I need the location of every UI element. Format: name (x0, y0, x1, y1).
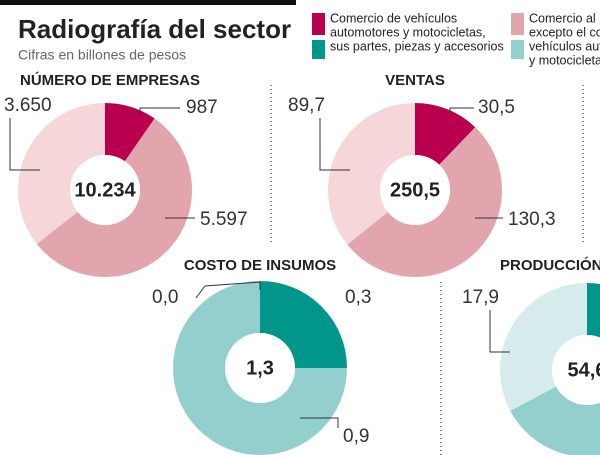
leader-line (195, 281, 261, 299)
subtitle: Cifras en billones de pesos (18, 47, 186, 63)
leader-line (139, 107, 180, 115)
leader-line (319, 118, 350, 171)
donut-slice (36, 118, 192, 277)
value-label: 5.597 (200, 209, 248, 230)
legend-label: Comercio de vehículos (330, 11, 457, 25)
chart-title: NÚMERO DE EMPRESAS (20, 71, 200, 89)
legend-swatch (312, 13, 325, 35)
value-label: 0,3 (345, 287, 371, 308)
donut-total: 10.234 (74, 179, 136, 201)
leader-line (489, 310, 510, 353)
donut-slice (173, 281, 347, 455)
donut-total: 250,5 (390, 179, 440, 201)
legend-label: excepto el com (529, 25, 600, 39)
chart-title: VENTAS (385, 72, 445, 89)
donut-slice (587, 283, 600, 338)
value-label: 89,7 (288, 95, 325, 116)
donut-slice (510, 386, 600, 455)
value-label: 30,5 (478, 97, 515, 118)
value-label: 3.650 (4, 95, 52, 116)
donut-total: 1,3 (246, 357, 274, 379)
donut-hole (70, 155, 140, 225)
leader-line (449, 107, 474, 112)
donut-total: 54,6 (568, 359, 600, 381)
donut-slice (415, 103, 476, 165)
donut-slice (499, 283, 587, 411)
legend-swatch (511, 40, 524, 59)
value-label: 0,9 (343, 426, 369, 447)
value-label: 130,3 (508, 209, 556, 230)
donut-hole (225, 333, 295, 403)
legend-label: y motocicletas, (529, 53, 600, 67)
legend-swatch (312, 40, 325, 59)
value-label: 17,9 (462, 287, 499, 308)
donut-slice (260, 281, 347, 368)
header-bar (0, 0, 296, 5)
donut-hole (552, 335, 600, 405)
donut-hole (380, 155, 450, 225)
value-label: 987 (186, 97, 218, 118)
leader-line (9, 118, 40, 171)
title: Radiografía del sector (18, 14, 291, 44)
legend-label: Comercio al po (529, 11, 600, 25)
legend-swatch (511, 13, 524, 35)
legend-label: automotores y motocicletas, (330, 25, 486, 39)
legend-label: vehículos auto (529, 39, 600, 53)
donut-slice (105, 103, 155, 162)
legend-label: sus partes, piezas y accesorios (330, 39, 504, 53)
chart-title: PRODUCCIÓN (500, 256, 600, 274)
chart-title: COSTO DE INSUMOS (184, 257, 336, 274)
donut-slice (328, 103, 415, 245)
donut-slice (17, 103, 106, 245)
value-label: 0,0 (152, 287, 178, 308)
donut-slice (347, 127, 502, 277)
leader-line (300, 417, 339, 428)
